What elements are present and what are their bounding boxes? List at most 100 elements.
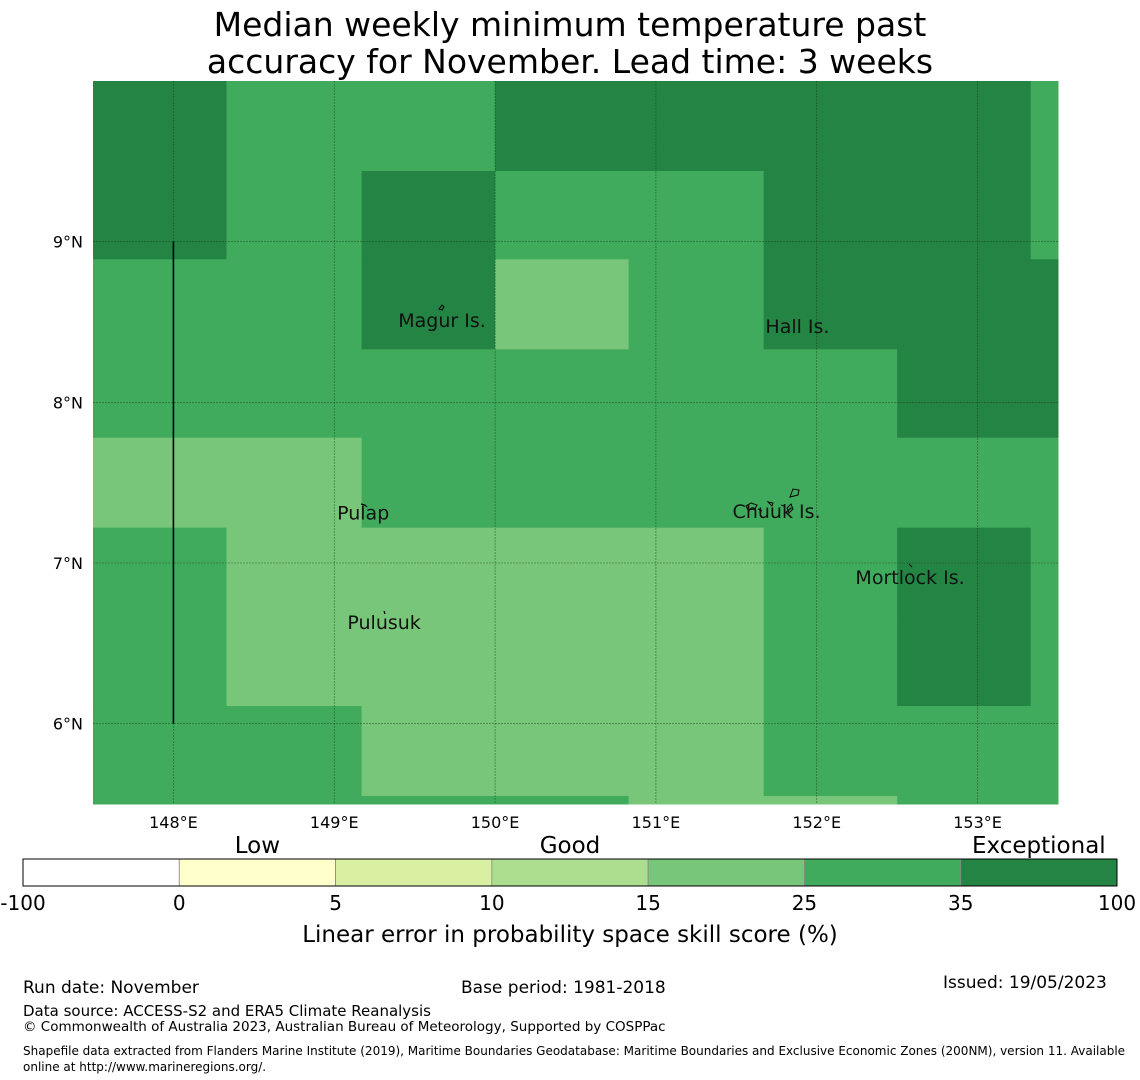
x-tick-label: 149°E [310,813,359,832]
grid-cell [226,795,363,805]
colorbar-tick-label: 15 [635,891,660,915]
y-tick-label: 8°N [53,393,83,412]
grid-cell [226,527,363,617]
mortlock-island-outline [908,563,913,568]
grid-cell [763,795,898,805]
grid-cell [93,349,227,439]
grid-cell [897,616,1032,707]
grid-cell [226,259,363,350]
grid-cell [361,259,496,350]
legend-color-box [804,858,962,887]
x-tick-label: 152°E [792,813,841,832]
grid-cell [361,349,496,439]
grid-cell [628,705,765,797]
grid-cell [495,170,630,260]
grid-cell [1030,259,1059,350]
grid-cell [495,527,630,617]
base-period: Base period: 1981-2018 [461,978,666,998]
grid-cell [1030,616,1059,707]
colorbar-category-label: Good [540,833,601,859]
colorbar-category-label: Low [235,833,280,859]
island-labels: Magur Is. Hall Is. Pulap Chuuk Is. Mortlock … [337,310,965,634]
island-label: Chuuk Is. [733,501,821,523]
y-tick-label: 9°N [53,233,83,252]
pulap-island-outline [360,503,368,508]
grid-cell [361,616,496,707]
grid-cell [1030,527,1059,617]
grid-cell [495,259,630,350]
grid-cell [93,170,227,260]
legend-color-box [335,858,493,887]
grid-cell [93,259,227,350]
issued-date: Issued: 19/05/2023 [943,973,1107,993]
colorbar-category-label: Exceptional [972,833,1106,859]
x-tick-label: 148°E [149,813,198,832]
grid-cell [226,705,363,797]
grid-cell [495,705,630,797]
grid-cell [897,349,1032,439]
grid-cell [361,437,496,529]
legend-color-box [960,858,1118,887]
grid-cell [897,527,1032,617]
grid-cell [763,705,898,797]
grid-cell [897,259,1032,350]
grid-cell [897,170,1032,260]
colorbar-axis-title: Linear error in probability space skill … [302,922,838,948]
copyright-notice: © Commonwealth of Australia 2023, Austra… [23,1019,666,1035]
grid-cell [763,349,898,439]
grid-cell [628,81,765,172]
island-label: Hall Is. [765,316,829,338]
magur-island-outline [438,304,445,311]
colorbar-tick-label: 100 [1098,891,1136,915]
colorbar-tick-label: 0 [173,891,186,915]
chuuk-lagoon-outline [745,488,800,514]
grid-cell [897,795,1032,805]
grid-cell [93,81,227,172]
grid-cell [897,81,1032,172]
chart-title: Median weekly minimum temperature past a… [0,6,1140,80]
grid-cell [93,795,227,805]
skill-grid [93,81,1059,805]
data-source: Data source: ACCESS-S2 and ERA5 Climate … [23,1002,431,1020]
grid-cell [1030,81,1059,172]
grid-cell [763,437,898,529]
grid-cell [93,527,227,617]
map-figure: Magur Is. Hall Is. Pulap Chuuk Is. Mortlock … [0,81,1136,948]
grid-cell [763,259,898,350]
island-label: Magur Is. [398,310,486,332]
grid-cell [897,705,1032,797]
grid-cell [361,170,496,260]
island-label: Pulap [337,503,389,525]
grid-cell [628,349,765,439]
grid-cell [763,170,898,260]
grid-cell [628,259,765,350]
grid-cell [495,81,630,172]
grid-cell [495,616,630,707]
grid-cell [361,705,496,797]
grid-cell [361,795,496,805]
x-tick-label: 153°E [953,813,1002,832]
colorbar-outline [22,858,1118,887]
grid-cell [226,437,363,529]
grid-cell [361,527,496,617]
grid-cell [93,616,227,707]
grid-cell [361,81,496,172]
longitude-ticks: 148°E 149°E 150°E 151°E 152°E 153°E [149,813,1002,832]
grid-cell [226,81,363,172]
y-tick-label: 6°N [53,715,83,734]
latitude-ticks: 6°N 7°N 8°N 9°N [53,233,83,734]
grid-cell [495,437,630,529]
grid-cell [1030,437,1059,529]
grid-cell [628,527,765,617]
grid-cell [628,795,765,805]
colorbar-legend: Low Good Exceptional -100 0 5 10 15 25 35 100 Lin… [0,833,1136,948]
grid-cell [226,170,363,260]
title-line-2: accuracy for November. Lead time: 3 week… [206,42,934,81]
run-date: Run date: November [23,978,199,998]
grid-cell [495,795,630,805]
grid-cell [93,437,227,529]
grid-cell [93,705,227,797]
x-tick-label: 150°E [471,813,520,832]
colorbar-tick-label: -100 [0,891,45,915]
grid-cell [763,616,898,707]
